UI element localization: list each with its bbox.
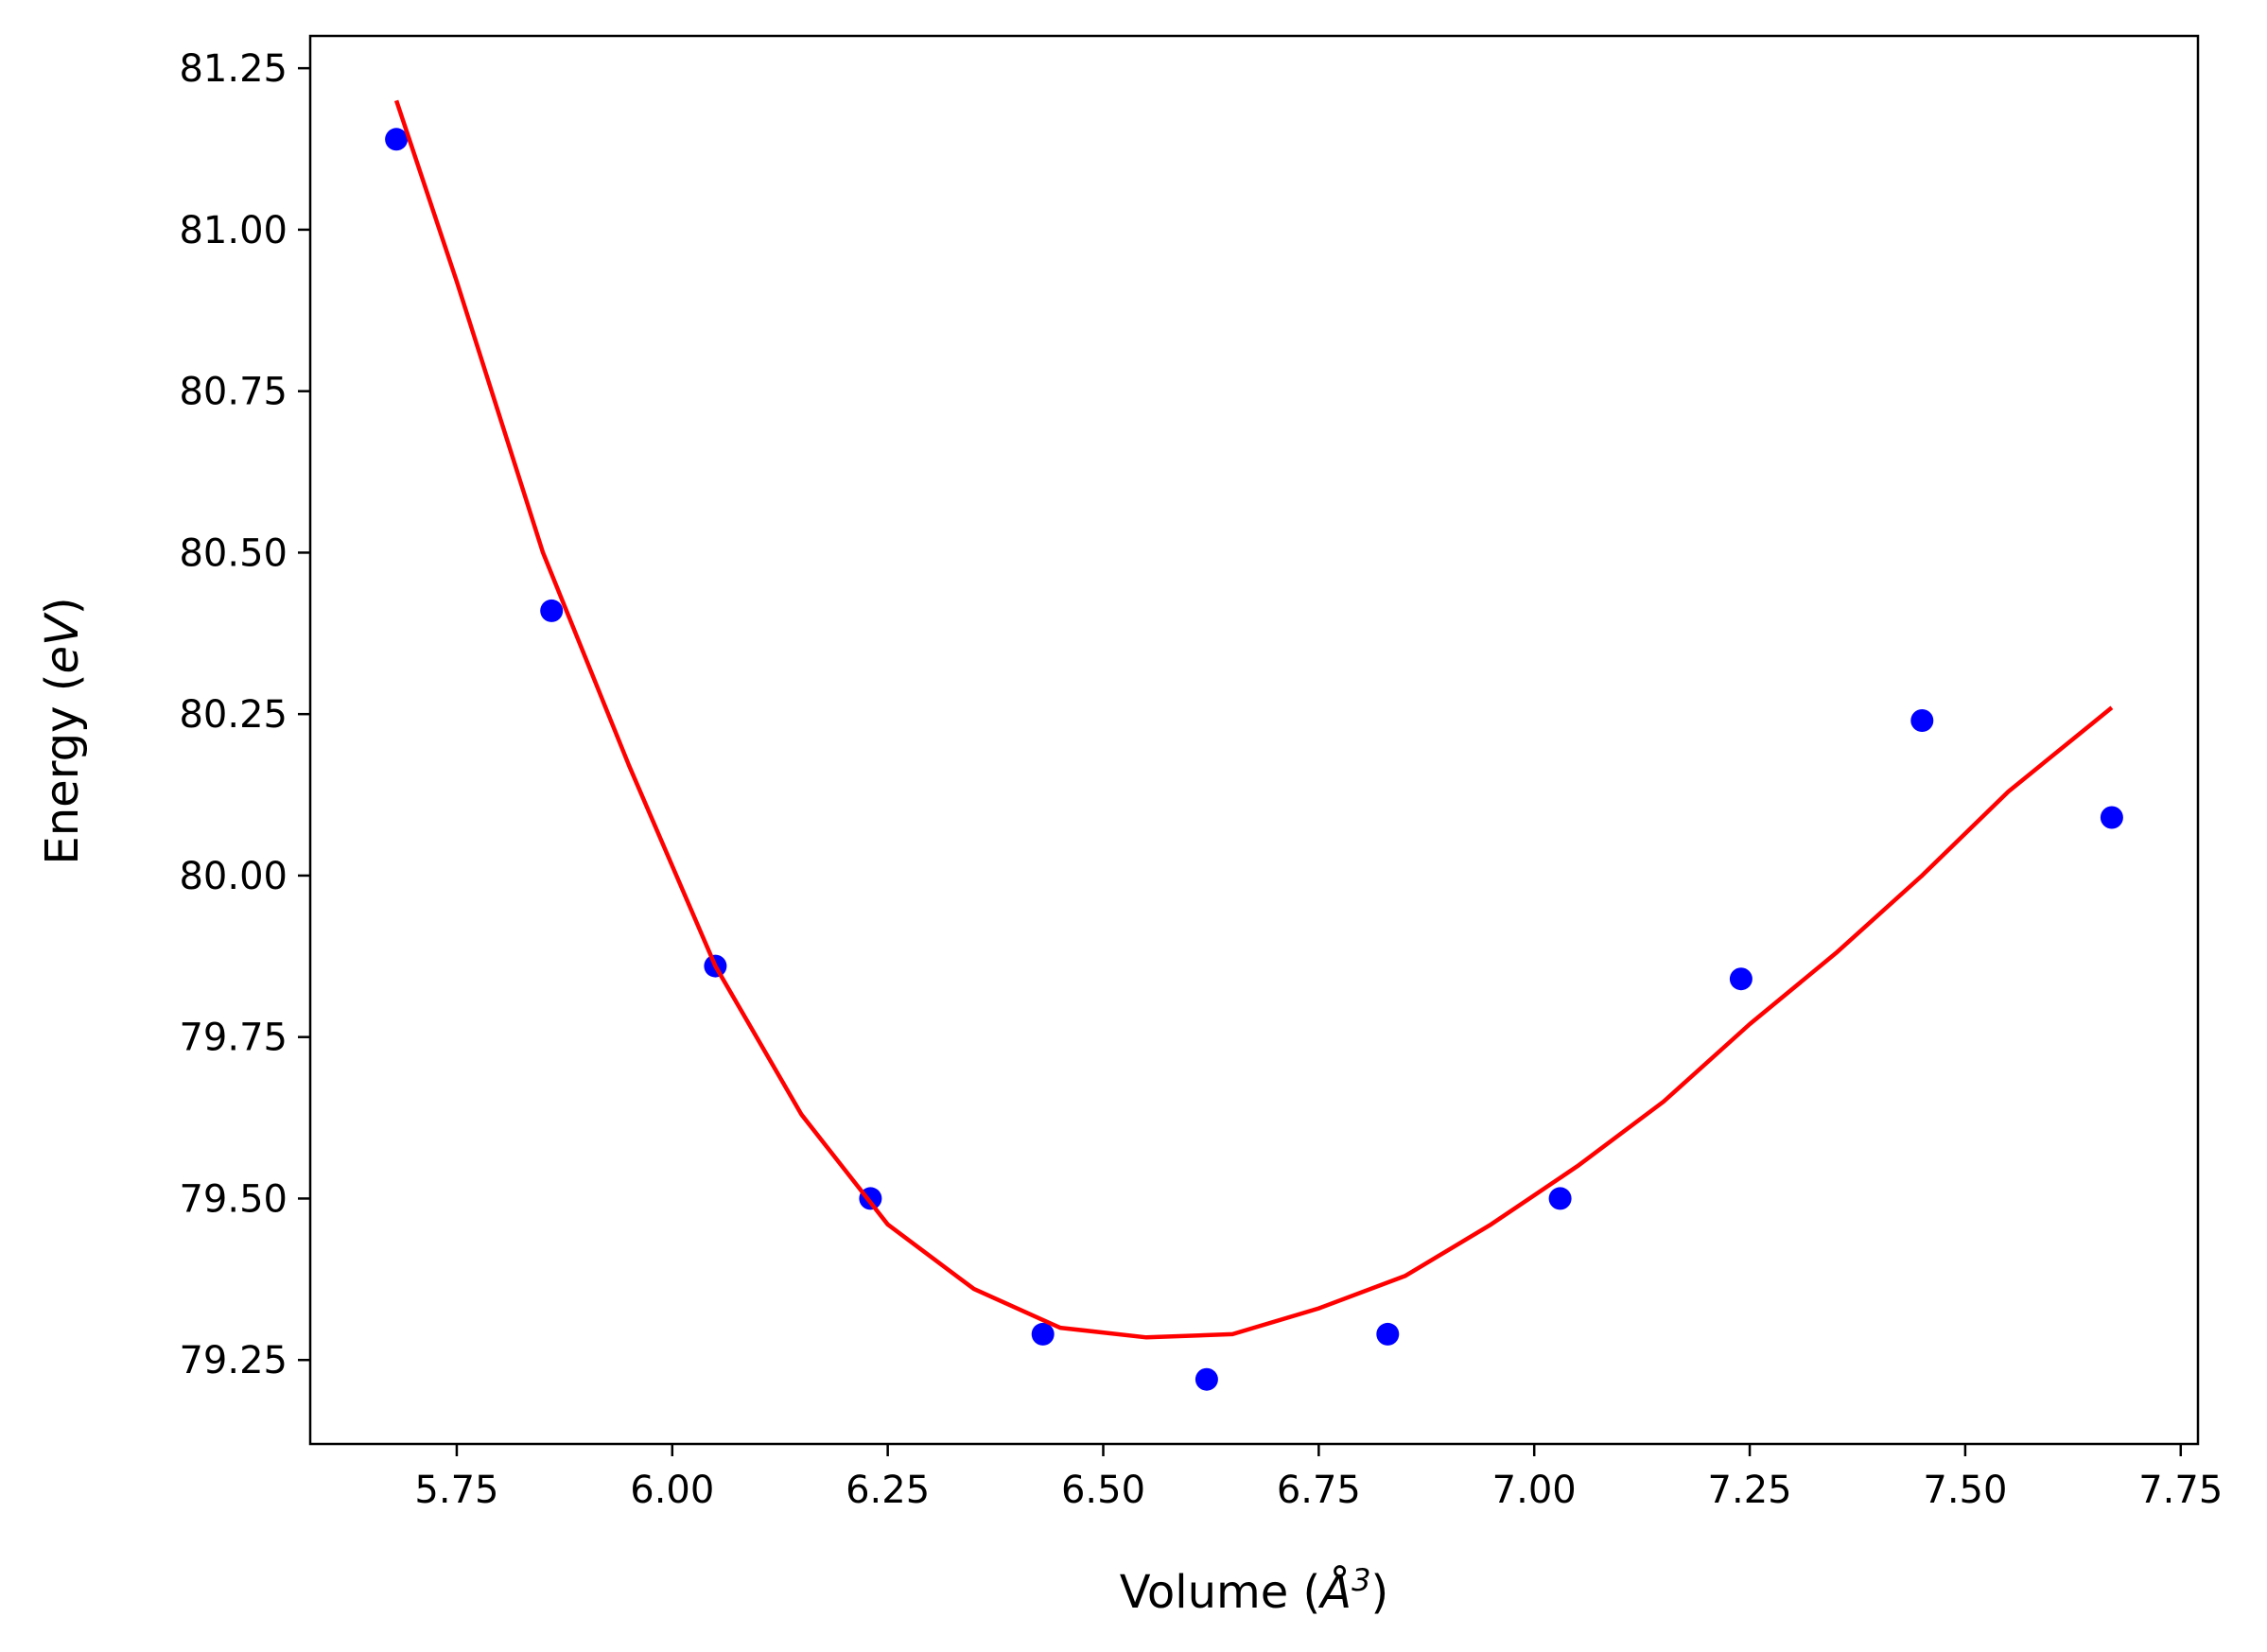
y-tick-label-4: 80.00 (179, 855, 288, 898)
data-point-5 (1031, 1322, 1055, 1346)
x-tick-label-6: 7.00 (1492, 1469, 1577, 1512)
data-point-10 (1910, 709, 1934, 732)
y-tick-label-3: 79.75 (179, 1017, 288, 1060)
x-tick-label-3: 6.25 (846, 1469, 930, 1512)
data-point-9 (1729, 967, 1753, 991)
data-point-7 (1376, 1322, 1400, 1346)
fit-curve-line (393, 99, 2114, 1340)
x-tick-label-5: 6.75 (1277, 1469, 1361, 1512)
plot-frame (308, 34, 2200, 1446)
y-tick-label-2: 79.50 (179, 1177, 288, 1221)
x-tick-label-8: 7.50 (1923, 1469, 2007, 1512)
y-tick-label-5: 80.25 (179, 693, 288, 737)
x-tick-label-1: 5.75 (414, 1469, 498, 1512)
data-point-8 (1548, 1187, 1572, 1210)
x-tick-label-4: 6.50 (1061, 1469, 1145, 1512)
x-tick-label-2: 6.00 (630, 1469, 714, 1512)
y-tick-label-7: 80.75 (179, 371, 288, 414)
y-tick-label-9: 81.25 (179, 47, 288, 91)
y-axis-label: Energy (eV) (36, 597, 89, 864)
data-point-11 (2100, 806, 2123, 829)
x-tick-label-9: 7.75 (2138, 1469, 2223, 1512)
data-point-6 (1195, 1367, 1218, 1391)
y-tick-label-8: 81.00 (179, 209, 288, 252)
x-tick-label-7: 7.25 (1708, 1469, 1792, 1512)
y-tick-label-6: 80.50 (179, 531, 288, 575)
data-point-2 (540, 599, 564, 622)
axes: 5.75 6.00 6.25 6.50 6.75 7.00 7.25 7.50 7.75 79.2… (179, 34, 2223, 1512)
x-axis-label: Volume (Å3) (1120, 1562, 1388, 1619)
plot-area (385, 99, 2123, 1391)
data-point-1 (385, 128, 409, 151)
y-tick-label-1: 79.25 (179, 1339, 288, 1382)
